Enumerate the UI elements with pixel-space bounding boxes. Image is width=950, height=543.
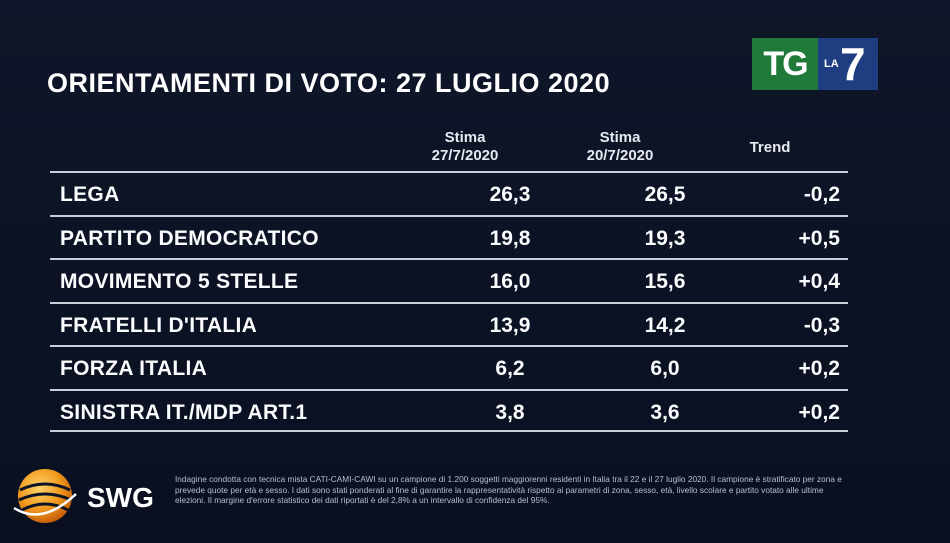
party-name: MOVIMENTO 5 STELLE bbox=[60, 270, 299, 293]
table-row: PARTITO DEMOCRATICO 19,8 19,3 +0,5 bbox=[50, 214, 848, 259]
estimate-27-7: 6,2 bbox=[495, 357, 525, 380]
trend-value: -0,2 bbox=[803, 183, 840, 206]
party-name: SINISTRA IT./MDP ART.1 bbox=[60, 400, 308, 424]
column-header-line2: 20/7/2020 bbox=[586, 147, 654, 164]
tg-logo-mark: TG bbox=[752, 38, 818, 90]
trend-value: +0,2 bbox=[798, 400, 840, 424]
column-header-line1: Stima bbox=[444, 129, 486, 146]
column-header-line2: 27/7/2020 bbox=[431, 147, 499, 164]
estimate-20-7: 6,0 bbox=[650, 357, 680, 380]
table-row: FORZA ITALIA 6,2 6,0 +0,2 bbox=[50, 345, 848, 389]
party-name: PARTITO DEMOCRATICO bbox=[60, 226, 319, 250]
column-header-line1: Trend bbox=[749, 139, 791, 156]
estimate-20-7: 19,3 bbox=[644, 226, 686, 250]
la-text: LA bbox=[824, 58, 839, 70]
trend-value: +0,4 bbox=[798, 270, 840, 293]
swg-brand-text: SWG bbox=[87, 482, 154, 513]
swg-logo: SWG bbox=[12, 464, 172, 528]
party-name: FRATELLI D'ITALIA bbox=[60, 313, 258, 337]
table-row: FRATELLI D'ITALIA 13,9 14,2 -0,3 bbox=[50, 301, 848, 346]
methodology-footnote: Indagine condotta con tecnica mista CATI… bbox=[175, 474, 842, 505]
poll-table: LEGA 26,3 26,5 -0,2 PARTITO DEMOCRATICO … bbox=[50, 171, 848, 432]
column-header-trend: Trend bbox=[720, 139, 820, 157]
tg-la7-logo: TG LA 7 bbox=[752, 38, 878, 90]
table-row: MOVIMENTO 5 STELLE 16,0 15,6 +0,4 bbox=[50, 258, 848, 302]
estimate-20-7: 3,6 bbox=[650, 400, 680, 424]
estimate-20-7: 26,5 bbox=[644, 183, 686, 206]
party-name: FORZA ITALIA bbox=[60, 357, 208, 380]
trend-value: +0,5 bbox=[798, 226, 840, 250]
column-header-line1: Stima bbox=[599, 129, 641, 146]
seven-text: 7 bbox=[840, 38, 866, 90]
table-row: LEGA 26,3 26,5 -0,2 bbox=[50, 171, 848, 215]
swg-globe-icon bbox=[13, 469, 77, 523]
estimate-20-7: 15,6 bbox=[644, 270, 686, 293]
la7-logo-mark: LA 7 bbox=[818, 38, 878, 90]
estimate-27-7: 19,8 bbox=[489, 226, 531, 250]
estimate-27-7: 3,8 bbox=[495, 400, 525, 424]
estimate-20-7: 14,2 bbox=[644, 313, 686, 337]
party-name: LEGA bbox=[60, 183, 120, 206]
table-row: SINISTRA IT./MDP ART.1 3,8 3,6 +0,2 bbox=[50, 388, 848, 432]
estimate-27-7: 26,3 bbox=[489, 183, 531, 206]
estimate-27-7: 16,0 bbox=[489, 270, 531, 293]
estimate-27-7: 13,9 bbox=[489, 313, 531, 337]
column-header-stima-20: Stima 20/7/2020 bbox=[555, 129, 685, 165]
trend-value: -0,3 bbox=[803, 313, 840, 337]
page-title: ORIENTAMENTI DI VOTO: 27 LUGLIO 2020 bbox=[47, 68, 611, 98]
column-header-stima-27: Stima 27/7/2020 bbox=[400, 129, 530, 165]
trend-value: +0,2 bbox=[798, 357, 840, 380]
